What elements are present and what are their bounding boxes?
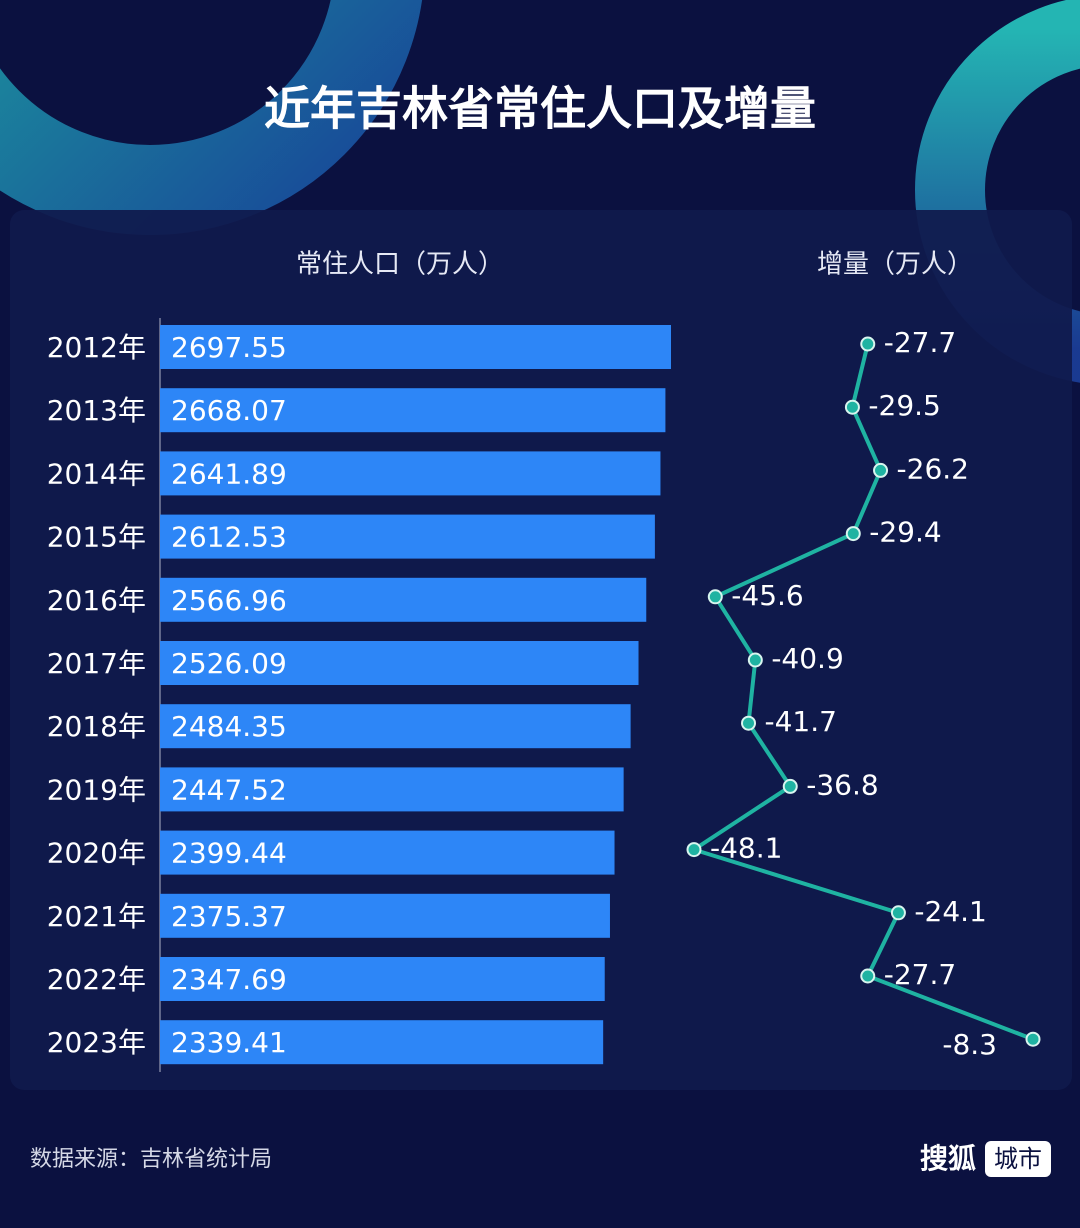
y-tick-label: 2017年	[47, 647, 146, 680]
point-label: -27.7	[884, 958, 956, 991]
decor-arc	[0, 0, 423, 235]
bar	[160, 957, 605, 1001]
bar-value-label: 2347.69	[171, 963, 287, 996]
point	[747, 652, 763, 668]
y-tick-label: 2012年	[47, 331, 146, 364]
bar	[160, 767, 624, 812]
point	[844, 399, 860, 415]
y-tick-label: 2023年	[47, 1026, 146, 1059]
y-tick-label: 2015年	[47, 521, 146, 554]
y-tick-label: 2018年	[47, 710, 146, 743]
point	[860, 336, 876, 352]
line-header: 增量（万人）	[817, 250, 973, 280]
bar-value-label: 2447.52	[171, 773, 287, 806]
y-tick-label: 2021年	[47, 900, 146, 933]
point	[782, 778, 798, 794]
bar-value-label: 2566.96	[171, 584, 287, 617]
point	[890, 905, 906, 921]
bar-value-label: 2399.44	[171, 837, 287, 870]
point	[860, 968, 876, 984]
bar-value-label: 2484.35	[171, 710, 287, 743]
bar	[160, 641, 639, 685]
bar-value-label: 2612.53	[171, 521, 287, 554]
point	[845, 526, 861, 542]
point	[873, 462, 889, 478]
y-tick-label: 2020年	[47, 837, 146, 870]
point-label: -36.8	[806, 768, 878, 801]
bar	[160, 704, 631, 749]
y-tick-label: 2013年	[47, 394, 146, 427]
point-label: -26.2	[897, 452, 969, 485]
point	[707, 589, 723, 605]
point-label: -40.9	[771, 642, 843, 675]
point	[686, 842, 702, 858]
point-label: -45.6	[731, 579, 803, 612]
y-tick-label: 2016年	[47, 584, 146, 617]
bar	[160, 325, 671, 369]
bar-value-label: 2526.09	[171, 647, 287, 680]
source: 数据来源：吉林省统计局	[30, 1147, 272, 1172]
point-label: -8.3	[942, 1028, 997, 1061]
point-label: -24.1	[914, 895, 986, 928]
line	[689, 343, 1034, 1042]
bar	[160, 451, 661, 496]
y-tick-label: 2014年	[47, 457, 146, 490]
point-label: -41.7	[765, 705, 837, 738]
logo-badge	[985, 1141, 1051, 1177]
bar-value-label: 2697.55	[171, 331, 287, 364]
bar-value-label: 2339.41	[171, 1026, 287, 1059]
bar	[160, 388, 666, 433]
y-tick-label: 2022年	[47, 963, 146, 996]
bar-header: 常住人口（万人）	[296, 250, 504, 280]
title: 近年吉林省常住人口及增量	[264, 82, 816, 136]
y-tick-label: 2019年	[47, 773, 146, 806]
logo-brand: 搜狐	[920, 1142, 976, 1175]
point-label: -29.4	[869, 516, 941, 549]
bar	[160, 577, 647, 622]
logo-tag: 城市	[994, 1145, 1042, 1173]
point	[1025, 1031, 1041, 1047]
point-label: -48.1	[710, 832, 782, 865]
bar-value-label: 2668.07	[171, 394, 287, 427]
point-label: -27.7	[884, 326, 956, 359]
bar	[160, 1020, 604, 1065]
point-label: -29.5	[868, 389, 940, 422]
point	[741, 715, 757, 731]
plot: 2012年 2013年 2014年 2015年 2016年 2017年 2018年 2019年…	[47, 325, 1041, 1065]
bar-value-label: 2641.89	[171, 457, 287, 490]
decor-arc	[915, 0, 1080, 383]
bar	[160, 830, 615, 875]
bar	[160, 514, 655, 559]
bar-value-label: 2375.37	[171, 900, 287, 933]
bar	[160, 893, 610, 938]
